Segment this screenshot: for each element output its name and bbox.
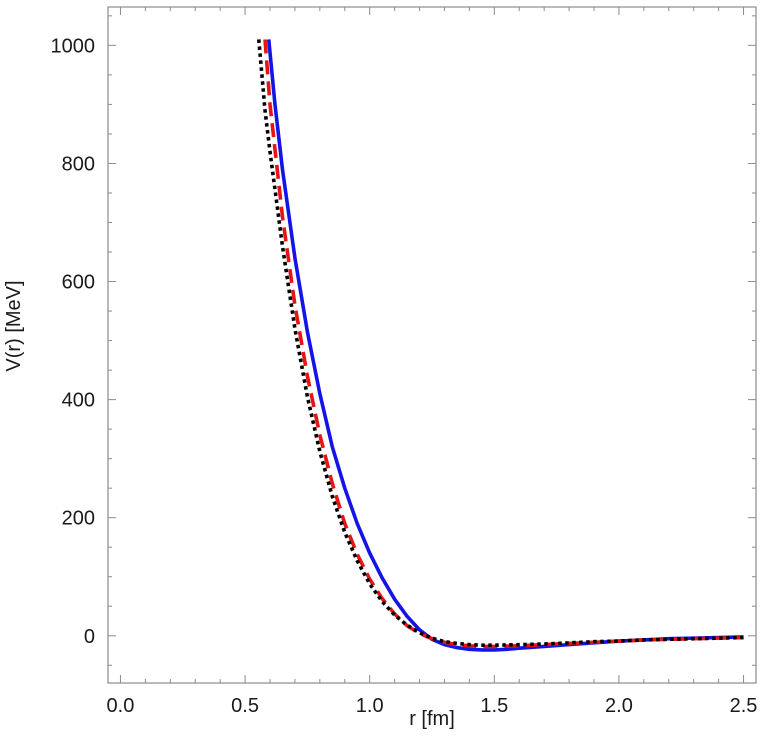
x-tick-label: 2.0 [605,695,633,717]
plot-area-border [107,6,757,684]
x-tick-label: 0.5 [231,695,259,717]
y-tick-label: 400 [62,390,95,412]
tick-labels: 0.0 0.5 1.0 1.5 2.0 2.5 0 200 400 600 800 1000 [51,35,758,717]
y-tick-label: 600 [62,272,95,294]
series-red-dashed [263,39,744,649]
y-tick-label: 800 [62,153,95,175]
plot-frame [107,6,757,684]
y-tick-label: 1000 [51,35,96,57]
y-axis-label: V(r) [MeV] [3,280,25,371]
series-blue-solid [266,39,744,652]
y-tick-label: 200 [62,508,95,530]
x-tick-label: 1.0 [356,695,384,717]
x-axis-label: r [fm] [409,708,455,730]
series-black-dotted [256,39,744,648]
x-tick-label: 1.5 [480,695,508,717]
x-tick-label: 0.0 [107,695,135,717]
x-tick-label: 2.5 [730,695,758,717]
axis-ticks [108,7,756,683]
y-tick-label: 0 [84,626,95,648]
series-layer [256,39,744,652]
